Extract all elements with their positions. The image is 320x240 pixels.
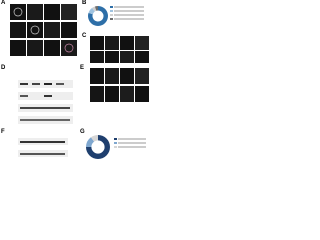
legend-b	[110, 6, 144, 20]
donut-segment	[88, 7, 95, 15]
donut-segment	[90, 135, 98, 142]
panel-label: F	[1, 129, 5, 135]
donut-segment	[88, 6, 109, 27]
panel-label: C	[82, 33, 87, 39]
legend-g	[114, 138, 146, 148]
micrographs-e	[90, 68, 149, 102]
donut-segment	[86, 137, 95, 147]
panel-label: E	[80, 65, 84, 71]
donut-segment	[94, 6, 98, 11]
donut-segment	[92, 6, 97, 12]
panel-label: D	[1, 65, 6, 71]
donut-segment	[86, 135, 110, 159]
panel-label: A	[1, 0, 6, 6]
panel-label: B	[82, 0, 87, 6]
figure: A B C D E F G	[1, 0, 149, 159]
micrographs-a	[10, 4, 77, 56]
blots-f	[18, 138, 68, 157]
micrographs-c	[90, 36, 149, 63]
panel-label: G	[80, 129, 85, 135]
blots-d	[18, 80, 73, 124]
